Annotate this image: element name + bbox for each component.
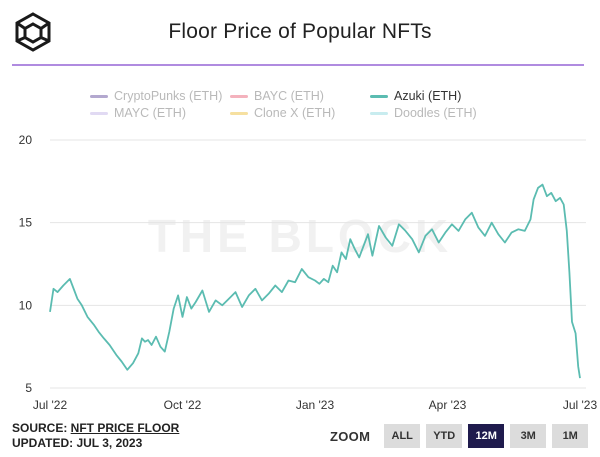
watermark-text: THE BLOCK: [148, 210, 452, 262]
zoom-12m-button[interactable]: 12M: [468, 424, 505, 448]
legend-item-mayc[interactable]: MAYC (ETH): [90, 105, 186, 121]
legend-swatch: [370, 111, 388, 115]
zoom-controls: ZOOM ALL YTD 12M 3M 1M: [330, 424, 589, 448]
legend-item-bayc[interactable]: BAYC (ETH): [230, 88, 324, 104]
x-tick-label: Oct '22: [164, 398, 202, 412]
x-tick-label: Jan '23: [296, 398, 335, 412]
legend-label: BAYC (ETH): [254, 89, 324, 103]
zoom-ytd-button[interactable]: YTD: [426, 424, 463, 448]
legend-label: MAYC (ETH): [114, 106, 186, 120]
legend-swatch: [90, 94, 108, 98]
legend-item-azuki[interactable]: Azuki (ETH): [370, 88, 461, 104]
source-line: SOURCE: NFT PRICE FLOOR: [12, 421, 179, 436]
y-tick-label: 10: [19, 298, 33, 312]
legend-item-clonex[interactable]: Clone X (ETH): [230, 105, 335, 121]
y-tick-label: 5: [25, 381, 32, 395]
source-block: SOURCE: NFT PRICE FLOOR UPDATED: JUL 3, …: [12, 421, 179, 451]
zoom-3m-button[interactable]: 3M: [510, 424, 547, 448]
zoom-1m-button[interactable]: 1M: [552, 424, 589, 448]
y-tick-label: 20: [19, 133, 33, 147]
title-divider: [12, 64, 584, 66]
chart-title: Floor Price of Popular NFTs: [168, 20, 432, 43]
legend-swatch: [90, 111, 108, 115]
legend-swatch: [230, 94, 248, 98]
zoom-label: ZOOM: [330, 428, 371, 444]
x-tick-label: Jul '23: [563, 398, 598, 412]
updated-date: UPDATED: JUL 3, 2023: [12, 436, 143, 450]
source-prefix: SOURCE:: [12, 421, 71, 435]
legend-swatch: [230, 111, 248, 115]
x-tick-label: Jul '22: [33, 398, 68, 412]
y-tick-label: 15: [19, 216, 33, 230]
legend-label: Clone X (ETH): [254, 106, 336, 120]
chart-legend: CryptoPunks (ETH) BAYC (ETH) Azuki (ETH)…: [90, 88, 510, 124]
source-link[interactable]: NFT PRICE FLOOR: [70, 421, 180, 435]
zoom-all-button[interactable]: ALL: [384, 424, 421, 448]
price-chart: THE BLOCK 5 10 15 20 Jul '22 Oct '22 Jan '23 Apr…: [19, 133, 598, 412]
legend-swatch: [370, 94, 388, 98]
legend-label: Azuki (ETH): [394, 89, 462, 103]
the-block-logo-icon: [15, 12, 51, 52]
legend-item-doodles[interactable]: Doodles (ETH): [370, 105, 477, 121]
legend-item-cryptopunks[interactable]: CryptoPunks (ETH): [90, 88, 222, 104]
azuki-series-line: [49, 183, 581, 379]
chart-header: Floor Price of Popular NFTs: [0, 0, 600, 66]
x-tick-label: Apr '23: [429, 398, 467, 412]
legend-label: CryptoPunks (ETH): [114, 89, 223, 103]
legend-label: Doodles (ETH): [394, 106, 477, 120]
